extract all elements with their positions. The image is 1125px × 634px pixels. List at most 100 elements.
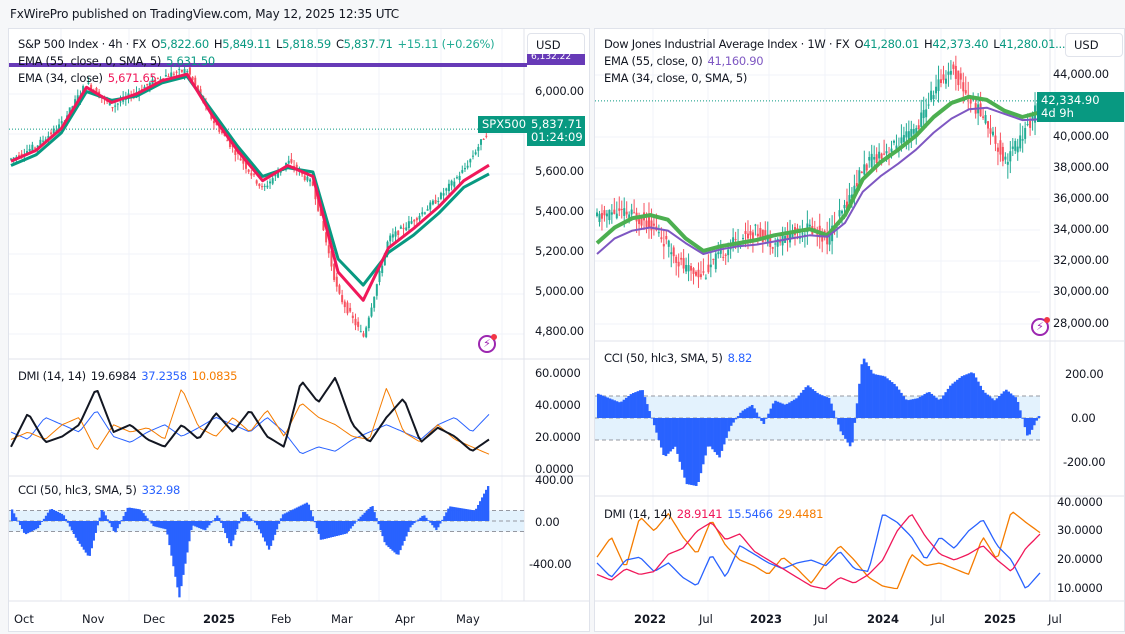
dji-candle	[863, 164, 866, 175]
cci-bar	[988, 396, 992, 418]
cci-bar	[1016, 401, 1020, 418]
spx-chart-panel[interactable]: S&P 500 Index · 4h · FX O5,822.60 H5,849.1…	[8, 28, 590, 632]
cci-bar	[94, 521, 97, 533]
cci-bar	[986, 394, 990, 418]
cci-bar	[351, 521, 354, 527]
cci-bar	[82, 521, 85, 550]
spx-candle	[415, 218, 418, 221]
cci-bar	[423, 515, 426, 521]
spx-candle	[402, 227, 405, 230]
cci-bar	[451, 506, 454, 521]
cci-bar	[879, 375, 882, 418]
cci-legend[interactable]: CCI (50, hlc3, SMA, 5) 332.98	[18, 483, 185, 497]
cci-bar	[281, 514, 285, 521]
lightning-icon[interactable]: ⚡	[1031, 317, 1050, 336]
dmi-adx: 19.6984	[90, 369, 137, 383]
spx-candle	[346, 302, 349, 314]
ema55-legend[interactable]: EMA (55, close, 0) 41,160.90	[604, 54, 768, 68]
dji-candle	[707, 264, 710, 273]
cci-bar	[379, 521, 382, 531]
currency-button[interactable]: USD	[1065, 33, 1123, 57]
spx-candle	[325, 232, 328, 243]
cci-bar	[680, 418, 684, 470]
cci-bar	[475, 508, 478, 521]
spx-candle	[255, 180, 258, 184]
cci-bar	[914, 398, 917, 418]
dmi-legend[interactable]: DMI (14, 14) 19.6984 37.2358 10.0835	[18, 369, 242, 383]
cci-bar	[918, 396, 922, 418]
dji-candle	[952, 64, 955, 69]
cci-bar	[78, 521, 82, 544]
cci-bar	[755, 412, 759, 418]
dji-candle	[868, 157, 871, 161]
cci-bar	[883, 376, 887, 418]
cci-bar	[216, 515, 219, 521]
lightning-icon[interactable]: ⚡	[478, 334, 497, 353]
cci-bar	[1028, 418, 1031, 435]
cci-bar	[24, 521, 28, 535]
cci-bar	[126, 507, 129, 521]
dji-candle	[823, 230, 826, 233]
bar-countdown: 01:24:09	[531, 130, 583, 144]
dmi-tick: 10.0000	[1057, 581, 1103, 595]
cci-bar	[671, 418, 675, 450]
dmi-legend[interactable]: DMI (14, 14) 28.9141 15.5466 29.4481	[604, 507, 828, 521]
symbol-title[interactable]: S&P 500 Index · 4h · FX	[18, 37, 147, 51]
spx-candle	[349, 307, 352, 312]
price-tick: 32,000.00	[1053, 253, 1109, 267]
cci-bar	[170, 521, 173, 556]
cci-bar	[851, 418, 854, 443]
dji-candle	[779, 241, 782, 243]
spx-candle	[330, 250, 333, 267]
cci-bar	[897, 389, 901, 418]
cci-bar	[313, 521, 317, 523]
ema55-label: EMA (55, close, 0)	[604, 54, 703, 68]
cci-tick: 400.00	[535, 473, 574, 487]
cci-bar	[729, 418, 733, 426]
open-value: 41,280.01	[863, 37, 920, 51]
cci-bar	[186, 521, 189, 553]
dji-candle	[662, 243, 665, 247]
dji-candle	[598, 213, 601, 222]
cci-bar	[437, 521, 440, 528]
cci-bar	[371, 506, 374, 521]
cci-bar	[697, 418, 700, 482]
cci-bar	[395, 521, 398, 555]
cci-bar	[230, 521, 233, 547]
spx-candle	[50, 132, 53, 135]
dji-candle	[596, 212, 598, 217]
spx-chart-canvas[interactable]	[9, 29, 590, 632]
bar-countdown: 4d 9h	[1041, 106, 1074, 120]
price-tick: 40,000.00	[1053, 129, 1109, 143]
dji-chart-canvas[interactable]	[595, 29, 1125, 632]
spx-candle	[399, 226, 402, 229]
cci-legend[interactable]: CCI (50, hlc3, SMA, 5) 8.82	[604, 351, 757, 365]
dji-candle	[892, 140, 895, 143]
dji-chart-panel[interactable]: Dow Jones Industrial Average Index · 1W …	[594, 28, 1125, 632]
cci-bar	[196, 521, 199, 528]
cci-bar	[132, 508, 135, 521]
dmi-plus-line	[596, 514, 1041, 589]
cci-bar	[743, 409, 747, 418]
cci-bar	[429, 521, 432, 523]
spx-candle	[351, 315, 354, 318]
spx-candle	[154, 79, 157, 83]
dji-candle	[949, 70, 952, 75]
cci-bar	[769, 408, 773, 418]
cci-bar	[1030, 418, 1034, 430]
ema34-legend[interactable]: EMA (34, close) 5,671.65	[18, 71, 162, 85]
cci-bar	[708, 418, 712, 447]
symbol-title[interactable]: Dow Jones Industrial Average Index · 1W …	[604, 37, 850, 51]
cci-bar	[335, 521, 338, 537]
high-value: 5,849.11	[222, 37, 272, 51]
spx-candle	[167, 75, 170, 77]
ema55-legend[interactable]: EMA (55, close, 0, SMA, 5) 5,631.50	[18, 54, 220, 68]
ema34-legend[interactable]: EMA (34, close, 0, SMA, 5)	[604, 71, 752, 85]
cci-bar	[431, 521, 434, 526]
cci-bar	[720, 418, 724, 451]
dji-candle	[722, 256, 725, 258]
cci-bar	[134, 508, 137, 521]
cci-bar	[12, 513, 16, 521]
dji-candle	[1021, 139, 1024, 141]
cci-bar	[114, 521, 117, 533]
